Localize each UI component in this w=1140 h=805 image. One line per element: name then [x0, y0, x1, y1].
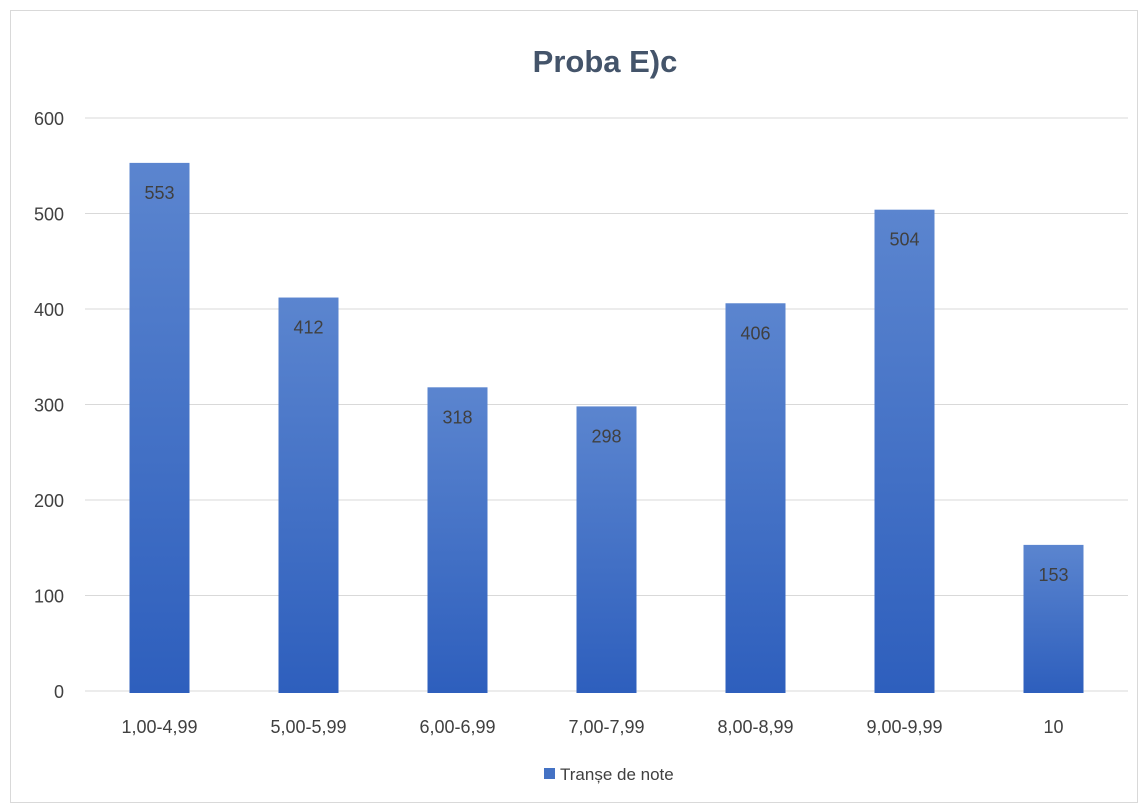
- bar: [427, 387, 488, 691]
- chart-area: [10, 10, 1138, 803]
- bar: [129, 162, 190, 691]
- data-label: 412: [293, 318, 323, 338]
- data-label: 153: [1038, 565, 1068, 585]
- x-tick-label: 5,00-5,99: [270, 717, 346, 737]
- bar: [874, 209, 935, 691]
- data-label: 318: [442, 407, 472, 427]
- x-tick-label: 8,00-8,99: [717, 717, 793, 737]
- x-tick-label: 6,00-6,99: [419, 717, 495, 737]
- chart-title: Proba E)c: [533, 44, 678, 79]
- data-label: 553: [144, 183, 174, 203]
- bar: [278, 297, 339, 691]
- x-axis: 1,00-4,99 5,00-5,99 6,00-6,99 7,00-7,99 8,00…: [121, 717, 1063, 737]
- y-tick-label: 200: [34, 491, 64, 511]
- data-label: 406: [740, 323, 770, 343]
- x-tick-label: 10: [1043, 717, 1063, 737]
- x-tick-label: 9,00-9,99: [866, 717, 942, 737]
- bar: [576, 406, 637, 691]
- data-label: 504: [889, 230, 919, 250]
- x-tick-label: 1,00-4,99: [121, 717, 197, 737]
- legend-swatch: [544, 768, 555, 779]
- bars: 553 412 318 298 406 504 153: [129, 162, 1084, 693]
- y-tick-label: 0: [54, 682, 64, 702]
- data-label: 298: [591, 426, 621, 446]
- legend: Tranșe de note: [544, 765, 674, 784]
- legend-label: Tranșe de note: [560, 765, 674, 784]
- y-tick-label: 400: [34, 300, 64, 320]
- y-axis: 0 100 200 300 400 500 600: [34, 109, 64, 702]
- bar: [725, 303, 786, 691]
- x-tick-label: 7,00-7,99: [568, 717, 644, 737]
- y-tick-label: 500: [34, 205, 64, 225]
- bar: [1023, 544, 1084, 691]
- y-tick-label: 300: [34, 396, 64, 416]
- y-tick-label: 100: [34, 587, 64, 607]
- gridlines: [85, 117, 1128, 692]
- y-tick-label: 600: [34, 109, 64, 129]
